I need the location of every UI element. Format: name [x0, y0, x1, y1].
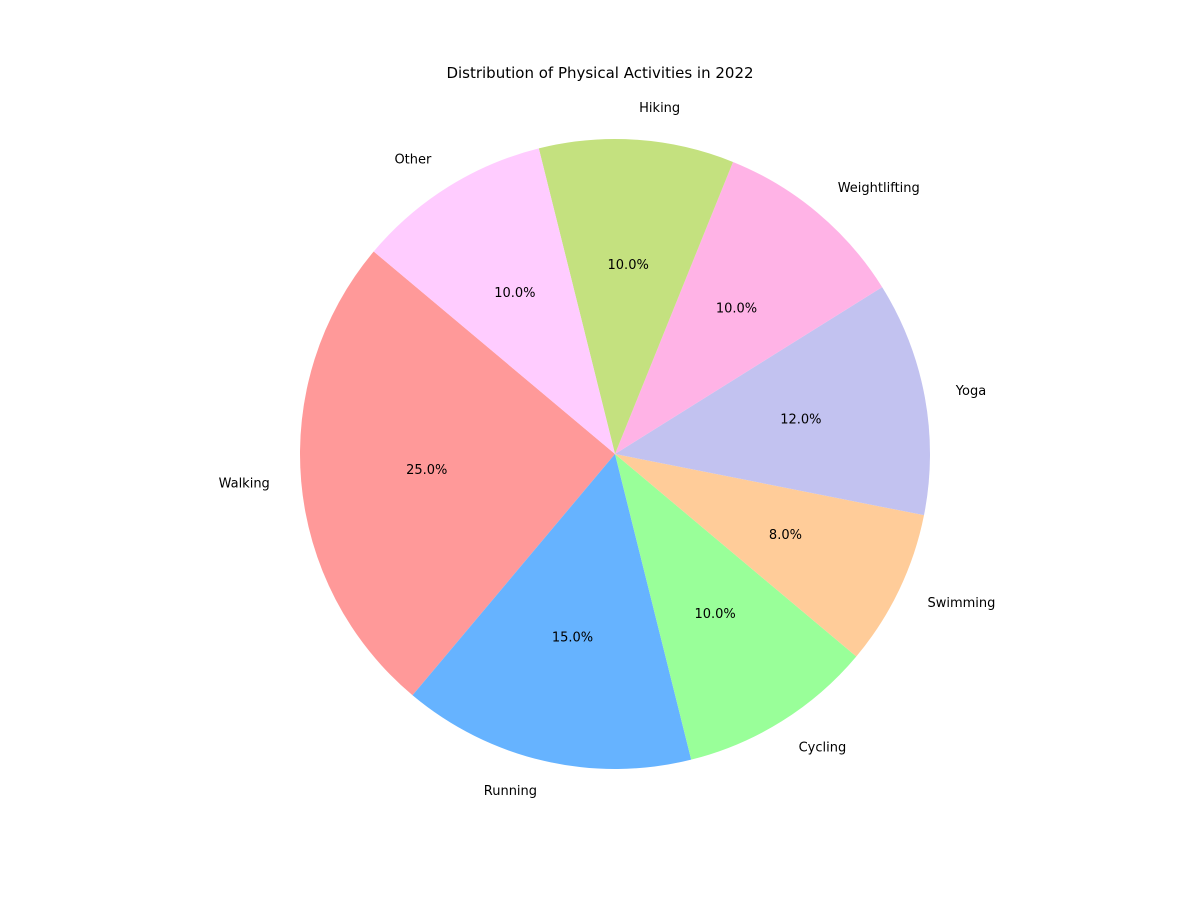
category-label-hiking: Hiking	[639, 101, 680, 116]
category-label-running: Running	[484, 784, 537, 799]
category-label-walking: Walking	[219, 477, 270, 492]
pie-slice-swimming	[615, 454, 924, 657]
pie-slice-yoga	[615, 287, 930, 516]
pie-slices	[300, 139, 930, 769]
pct-label-hiking: 10.0%	[608, 258, 649, 273]
category-label-cycling: Cycling	[799, 740, 847, 755]
category-label-swimming: Swimming	[927, 596, 995, 611]
pct-label-yoga: 12.0%	[780, 412, 821, 427]
pie-slice-cycling	[615, 454, 857, 760]
category-labels: Walking Running Cycling Swimming Yoga Weightl…	[219, 101, 996, 799]
pct-label-swimming: 8.0%	[769, 528, 802, 543]
pct-label-other: 10.0%	[494, 286, 535, 301]
pct-label-running: 15.0%	[552, 631, 593, 646]
category-label-yoga: Yoga	[955, 384, 986, 399]
pie-slice-weightlifting	[615, 161, 883, 454]
pie-slice-running	[412, 454, 692, 769]
pie-slice-walking	[300, 251, 615, 696]
pie-slice-hiking	[538, 139, 733, 454]
pie-slice-other	[373, 148, 615, 455]
pct-label-cycling: 10.0%	[694, 607, 735, 622]
pct-label-walking: 25.0%	[406, 463, 447, 478]
category-label-weightlifting: Weightlifting	[838, 181, 920, 196]
category-label-other: Other	[394, 153, 432, 168]
chart-title: Distribution of Physical Activities in 2…	[446, 64, 754, 82]
pct-label-weightlifting: 10.0%	[716, 302, 757, 317]
percentage-labels: 25.0% 15.0% 10.0% 8.0% 12.0% 10.0% 10.0% 10.0%	[406, 258, 821, 646]
